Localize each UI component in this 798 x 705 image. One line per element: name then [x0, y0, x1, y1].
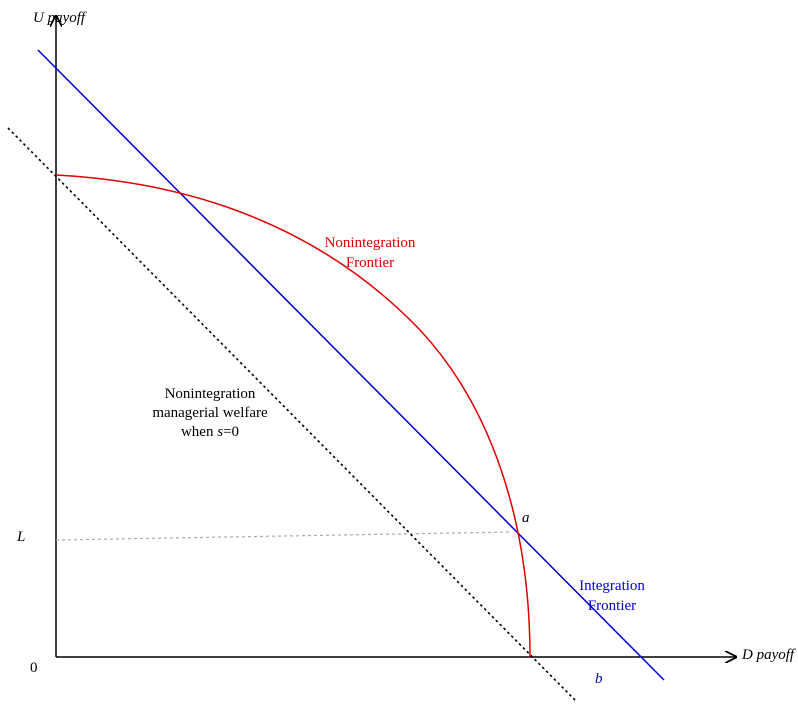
- l-level-line: [55, 531, 513, 541]
- line-label: Nonintegration: [165, 386, 256, 402]
- text-part: s: [217, 424, 223, 440]
- curve-label: Frontier: [346, 255, 394, 271]
- point-label: b: [595, 671, 603, 687]
- text-part: =0: [223, 424, 239, 440]
- integration-frontier: [37, 49, 665, 681]
- point-label: a: [522, 510, 530, 526]
- y-axis-label: U payoff: [33, 10, 87, 26]
- nonintegration-frontier: [55, 174, 531, 658]
- curve-label: Integration: [579, 578, 645, 594]
- line-label: when s=0: [181, 424, 239, 440]
- x-axis-label: D payoff: [741, 647, 796, 663]
- line-label: managerial welfare: [152, 405, 268, 421]
- text-part: when: [181, 424, 217, 440]
- welfare-line: [7, 127, 576, 701]
- origin-label: 0: [30, 660, 38, 676]
- curve-label: Nonintegration: [325, 235, 416, 251]
- curve-label: Frontier: [588, 598, 636, 614]
- point-label: L: [16, 529, 25, 545]
